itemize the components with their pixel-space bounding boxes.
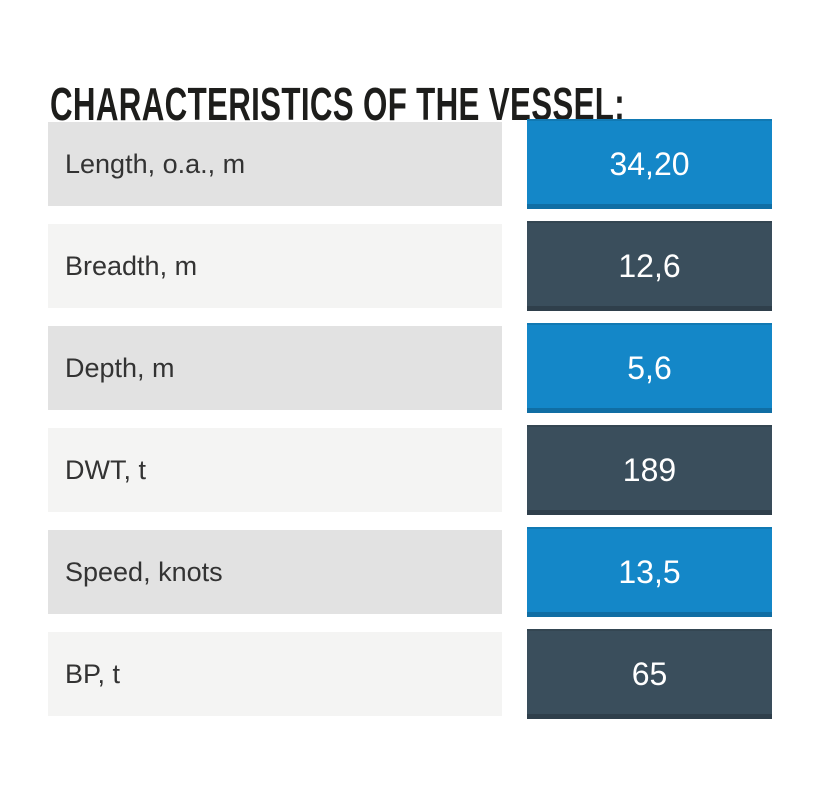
row-label-dwt: DWT, t — [48, 428, 502, 512]
table-row: BP, t 65 — [48, 629, 772, 719]
vessel-characteristics-table: Length, o.a., m 34,20 Breadth, m 12,6 De… — [48, 119, 772, 719]
column-gap — [502, 122, 527, 206]
row-value-length: 34,20 — [527, 119, 772, 209]
row-value-depth: 5,6 — [527, 323, 772, 413]
column-gap — [502, 530, 527, 614]
row-label-bp: BP, t — [48, 632, 502, 716]
row-value-breadth: 12,6 — [527, 221, 772, 311]
row-value-speed: 13,5 — [527, 527, 772, 617]
table-row: Speed, knots 13,5 — [48, 527, 772, 617]
row-value-dwt: 189 — [527, 425, 772, 515]
column-gap — [502, 428, 527, 512]
row-label-breadth: Breadth, m — [48, 224, 502, 308]
table-row: Depth, m 5,6 — [48, 323, 772, 413]
row-label-depth: Depth, m — [48, 326, 502, 410]
column-gap — [502, 224, 527, 308]
column-gap — [502, 326, 527, 410]
row-value-bp: 65 — [527, 629, 772, 719]
column-gap — [502, 632, 527, 716]
table-row: Length, o.a., m 34,20 — [48, 119, 772, 209]
row-label-speed: Speed, knots — [48, 530, 502, 614]
row-label-length: Length, o.a., m — [48, 122, 502, 206]
table-row: DWT, t 189 — [48, 425, 772, 515]
table-row: Breadth, m 12,6 — [48, 221, 772, 311]
